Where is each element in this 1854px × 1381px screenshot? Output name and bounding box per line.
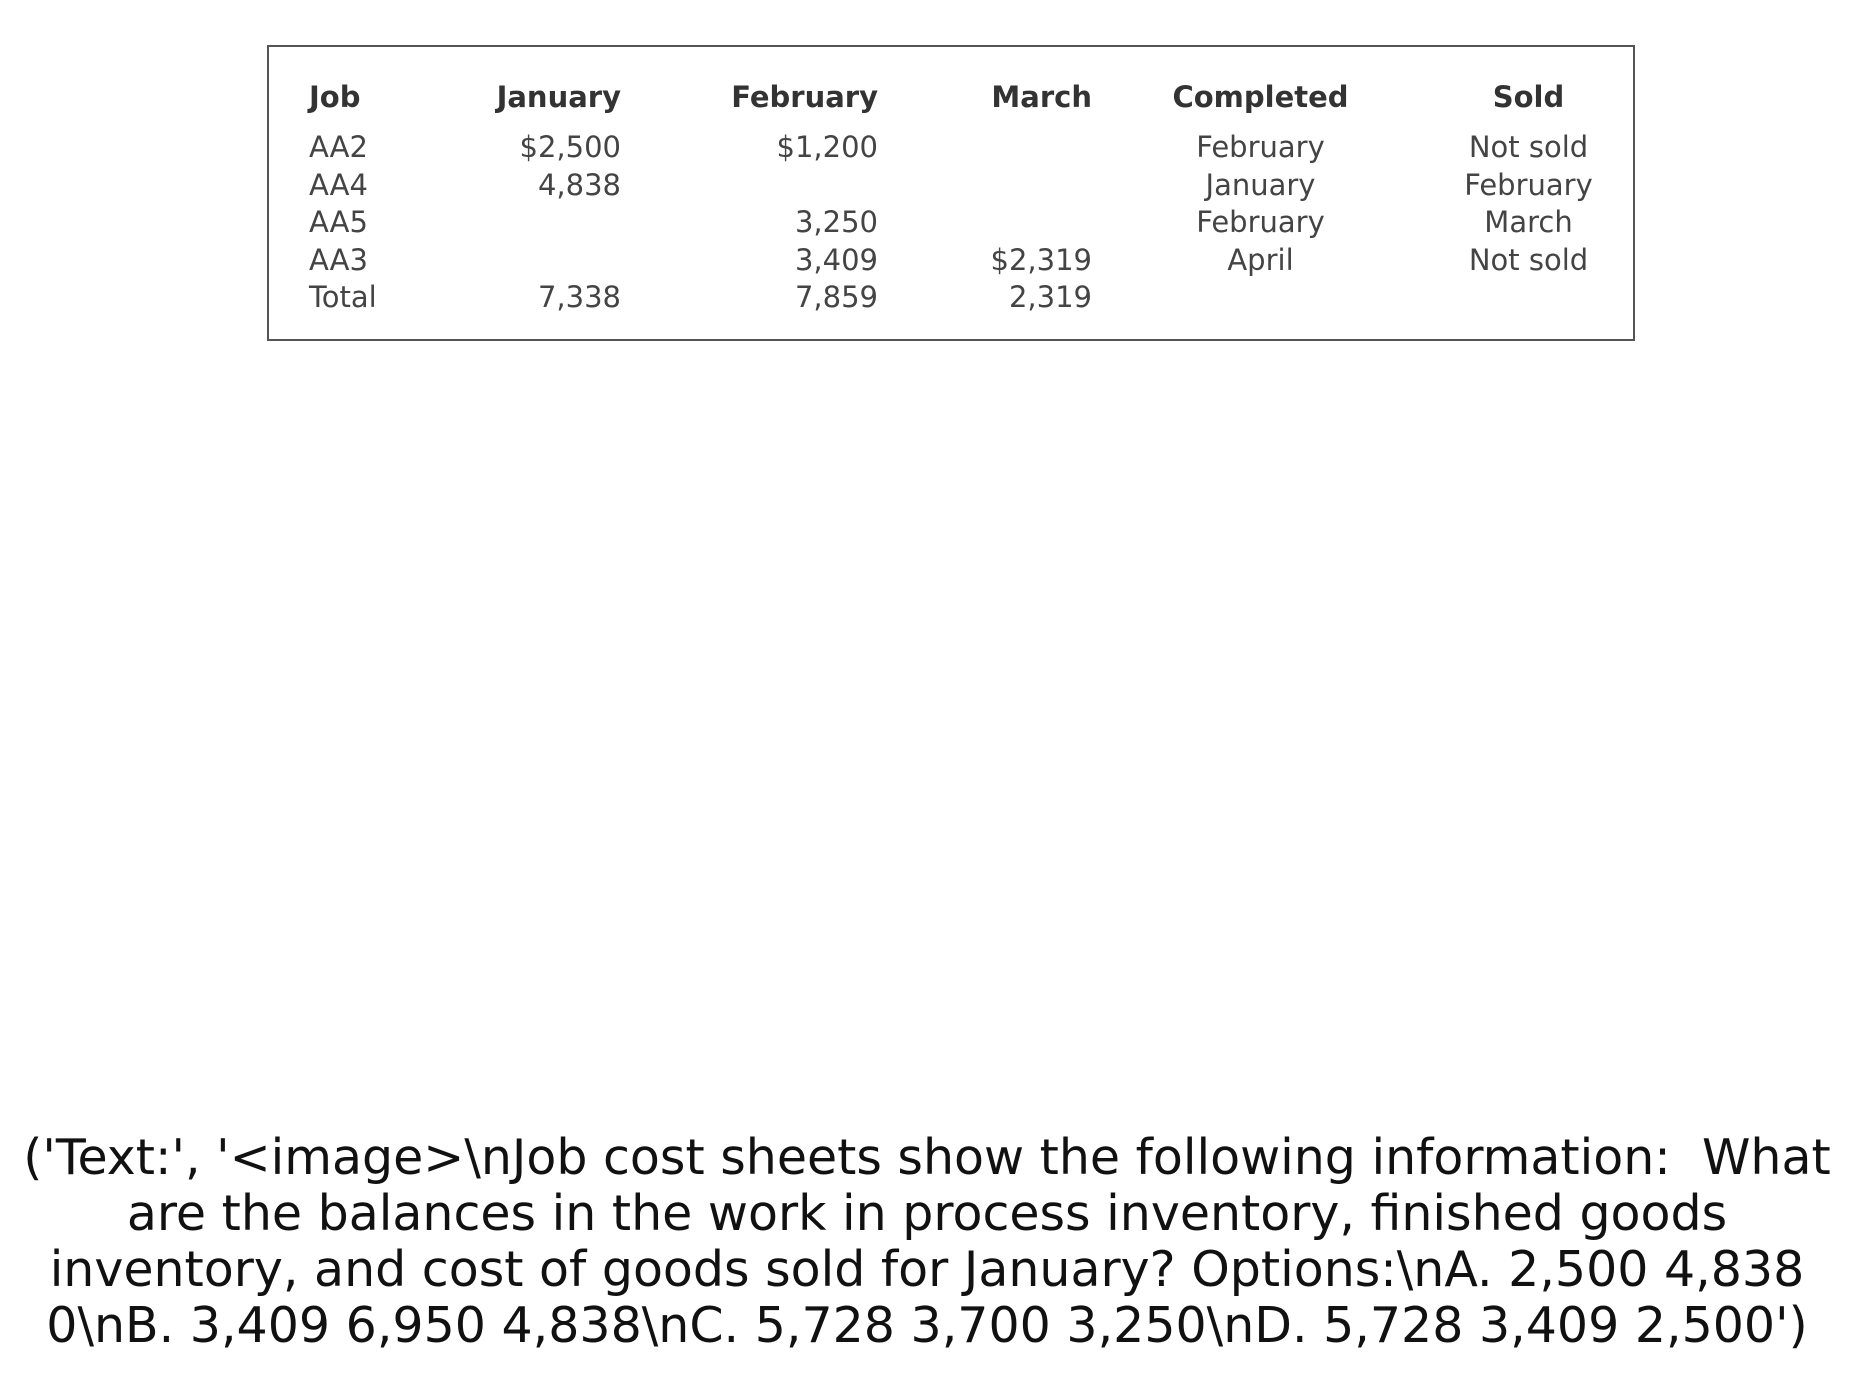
cell-sold: Not sold (1468, 130, 1589, 164)
cell-sold: Not sold (1468, 242, 1589, 277)
cell-completed (1092, 279, 1429, 317)
cell-completed: February (1196, 130, 1325, 164)
cell-completed: January (1205, 167, 1316, 202)
cell-february: 3,409 (794, 242, 878, 277)
cell-february: 3,250 (794, 205, 878, 239)
cell-sold: March (1484, 205, 1573, 239)
table-header-row: Job January February March Completed Sol… (309, 71, 1628, 123)
cell-sold (1429, 279, 1628, 317)
question-line: inventory, and cost of goods sold for Ja… (49, 1241, 1805, 1298)
cell-march (878, 204, 1092, 242)
header-february: February (731, 80, 878, 114)
cell-sold: February (1464, 167, 1593, 202)
cell-january: 7,338 (537, 280, 621, 314)
header-completed: Completed (1172, 80, 1349, 114)
cell-march: 2,319 (1008, 280, 1092, 314)
job-cost-table-box: Job January February March Completed Sol… (267, 45, 1635, 341)
table-row: AA2 $2,500 $1,200 February Not sold (309, 123, 1628, 167)
table-row: AA4 4,838 January February (309, 167, 1628, 205)
cell-job: AA5 (309, 205, 368, 239)
cell-january: 4,838 (537, 167, 621, 202)
cell-job: AA4 (309, 167, 368, 202)
cell-january: $2,500 (519, 130, 621, 164)
question-line: ('Text:', '<image>\nJob cost sheets show… (23, 1129, 1831, 1186)
cell-job: AA3 (309, 242, 368, 277)
cell-february: $1,200 (776, 130, 878, 164)
cell-completed: April (1227, 242, 1294, 277)
cell-february: 7,859 (794, 280, 878, 314)
header-sold: Sold (1492, 80, 1565, 114)
table-row: AA5 3,250 February March (309, 204, 1628, 242)
table-row: AA3 3,409 $2,319 April Not sold (309, 242, 1628, 280)
header-march: March (991, 80, 1092, 114)
question-text: ('Text:', '<image>\nJob cost sheets show… (0, 1130, 1854, 1354)
cell-job: Total (309, 280, 377, 314)
cell-march (878, 167, 1092, 205)
cell-march: $2,319 (990, 242, 1092, 277)
cell-february (621, 167, 878, 205)
header-job: Job (309, 80, 361, 114)
question-line: 0\nB. 3,409 6,950 4,838\nC. 5,728 3,700 … (46, 1297, 1808, 1354)
job-cost-table: Job January February March Completed Sol… (309, 71, 1628, 317)
table-total-row: Total 7,338 7,859 2,319 (309, 279, 1628, 317)
cell-january (439, 204, 621, 242)
cell-march (878, 123, 1092, 167)
header-january: January (496, 80, 621, 114)
cell-january (439, 242, 621, 280)
question-line: are the balances in the work in process … (126, 1185, 1728, 1242)
cell-completed: February (1196, 205, 1325, 239)
cell-job: AA2 (309, 130, 368, 164)
